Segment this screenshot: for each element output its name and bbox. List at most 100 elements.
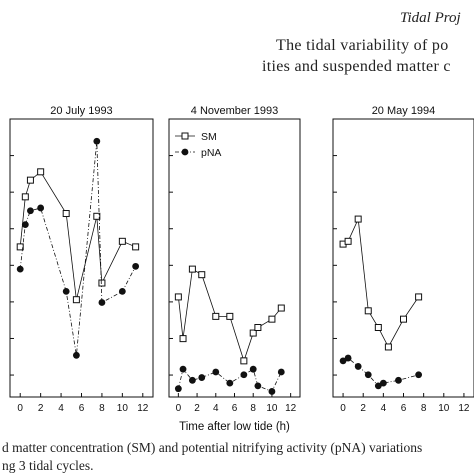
data-point-sm <box>415 293 423 301</box>
data-point-pna <box>62 287 70 295</box>
x-tick-label: 4 <box>213 403 219 414</box>
data-point-pna <box>374 382 382 390</box>
data-point-sm <box>118 237 126 245</box>
x-tick-label: 6 <box>232 403 238 414</box>
chart-panel-2: 0 2 4 6 8 10 12 4 November 1993 Time after low t… <box>168 105 301 433</box>
data-point-pna <box>395 376 402 384</box>
series-line-pna <box>19 141 136 356</box>
data-point-pna <box>240 371 248 379</box>
data-point-sm <box>98 279 106 287</box>
data-point-pna <box>27 207 34 215</box>
x-tick-label: 0 <box>176 403 182 414</box>
data-point-pna <box>179 365 187 373</box>
x-tick-label: 10 <box>266 403 278 414</box>
plot-frame <box>168 118 301 398</box>
series-line-sm <box>19 171 136 300</box>
data-point-sm <box>226 312 234 320</box>
x-tick-label: 8 <box>250 403 256 414</box>
data-point-pna <box>344 354 352 362</box>
data-point-sm <box>354 215 362 223</box>
series-line-sm <box>342 217 419 348</box>
data-point-sm <box>249 329 257 337</box>
legend-label-pna: pNA <box>201 147 221 159</box>
x-tick-label: 2 <box>38 403 44 414</box>
x-tick-label: 12 <box>458 403 470 414</box>
x-tick-label: 12 <box>137 403 149 414</box>
data-point-sm <box>174 293 182 301</box>
data-point-sm <box>16 243 24 251</box>
data-point-sm <box>344 237 352 245</box>
data-point-pna <box>249 365 257 373</box>
data-point-sm <box>72 296 80 304</box>
x-tick-label: 6 <box>401 403 407 414</box>
data-point-sm <box>364 307 372 315</box>
plot-frame <box>332 118 474 398</box>
data-point-pna <box>188 376 196 384</box>
x-tick-label: 0 <box>340 403 346 414</box>
data-point-sm <box>26 176 34 184</box>
legend-marker-sm <box>181 132 189 140</box>
chart-title: 20 July 1993 <box>50 105 112 117</box>
data-point-sm <box>384 343 392 351</box>
data-point-sm <box>37 168 45 176</box>
x-tick-label: 6 <box>79 403 85 414</box>
data-point-sm <box>240 357 248 365</box>
legend-marker-pna <box>181 148 189 156</box>
running-header: Tidal Proj <box>400 10 461 26</box>
data-point-sm <box>400 315 407 323</box>
x-tick-label: 4 <box>381 403 387 414</box>
figure-caption-line-2: ng 3 tidal cycles. <box>2 458 94 473</box>
data-point-pna <box>379 379 387 387</box>
x-tick-label: 10 <box>117 403 129 414</box>
data-point-pna <box>98 299 106 306</box>
x-tick-label: 10 <box>438 403 450 414</box>
article-title-line-2: ities and suspended matter c <box>262 58 451 75</box>
x-tick-label: 8 <box>421 403 427 414</box>
plot-frame <box>9 118 154 398</box>
data-point-pna <box>212 368 220 376</box>
data-point-pna <box>72 351 80 359</box>
x-tick-label: 0 <box>17 403 23 414</box>
chart-panel-1: 0 2 4 6 8 10 12 20 July 1993 <box>9 105 154 414</box>
data-point-sm <box>374 324 382 331</box>
data-point-pna <box>254 382 262 390</box>
data-point-sm <box>179 335 187 343</box>
data-point-pna <box>118 287 126 295</box>
data-point-pna <box>339 357 347 365</box>
data-point-pna <box>93 137 101 145</box>
figure-caption-line-1: d matter concentration (SM) and potentia… <box>2 440 423 455</box>
data-point-pna <box>16 265 24 273</box>
data-point-sm <box>132 243 140 251</box>
x-tick-label: 4 <box>58 403 64 414</box>
data-point-pna <box>268 388 276 395</box>
x-tick-label: 12 <box>285 403 297 414</box>
series-line-pna <box>178 368 282 392</box>
chart-title: 20 May 1994 <box>372 105 436 117</box>
data-point-sm <box>62 210 70 218</box>
data-point-sm <box>254 324 262 331</box>
data-point-pna <box>21 221 29 229</box>
data-point-pna <box>354 363 362 370</box>
x-tick-label: 8 <box>99 403 105 414</box>
data-point-pna <box>37 204 45 212</box>
chart-title: 4 November 1993 <box>191 105 278 117</box>
data-point-sm <box>198 271 206 279</box>
data-point-sm <box>21 193 29 201</box>
x-tick-label: 2 <box>360 403 366 414</box>
data-point-sm <box>268 315 276 323</box>
data-point-pna <box>277 368 285 376</box>
chart-panel-3: 0 2 4 6 8 10 12 20 May 1994 <box>332 105 474 414</box>
data-point-pna <box>226 379 234 387</box>
x-axis-label: Time after low tide (h) <box>179 421 290 433</box>
data-point-pna <box>198 374 206 381</box>
legend-label-sm: SM <box>201 131 217 143</box>
data-point-sm <box>188 265 196 273</box>
data-point-pna <box>174 385 182 393</box>
data-point-sm <box>277 304 285 312</box>
data-point-pna <box>415 371 423 379</box>
article-title-line-1: The tidal variability of po <box>276 37 449 54</box>
x-tick-label: 2 <box>194 403 200 414</box>
data-point-sm <box>212 312 220 320</box>
